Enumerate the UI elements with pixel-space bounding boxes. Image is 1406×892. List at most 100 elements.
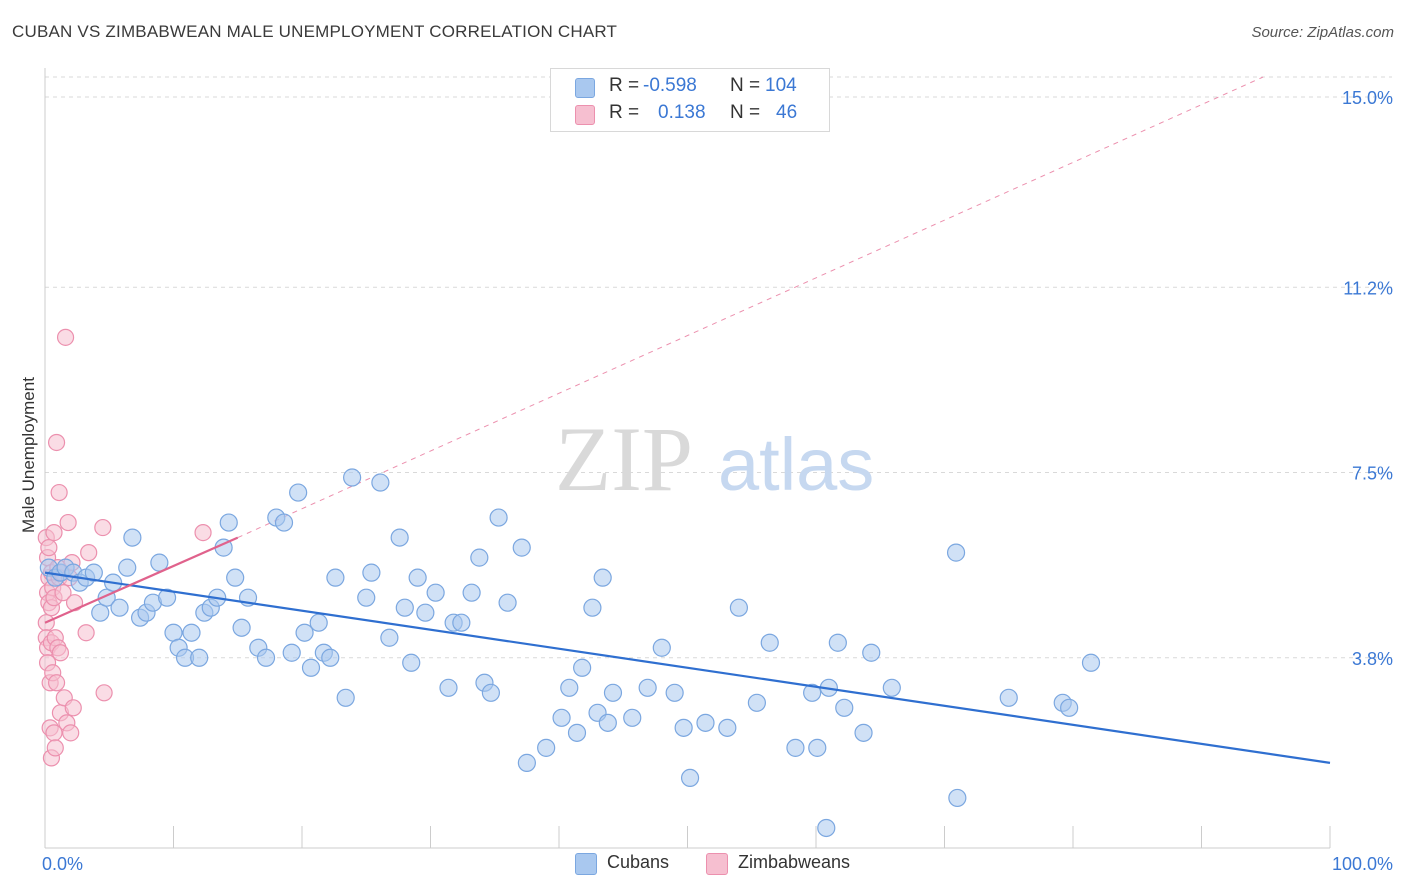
zimbabweans-point [81,545,97,561]
series-label: Zimbabweans [738,852,850,873]
cubans-point [863,644,880,661]
zimbabweans-point [65,700,81,716]
cubans-point [363,564,380,581]
y-tick-label: 11.2% [1343,278,1393,298]
cubans-point [403,654,420,671]
legend-r-value: 0.138 [658,102,706,124]
cubans-point [1061,699,1078,716]
watermark: ZIP atlas [555,408,874,510]
zimbabweans-point [60,515,76,531]
cubans-point [553,709,570,726]
cubans-point [682,769,699,786]
cubans-point [1000,689,1017,706]
cubans-point [518,754,535,771]
watermark-atlas: atlas [718,423,874,506]
cubans-point [191,649,208,666]
cubans-point [599,714,616,731]
cubans-point [482,684,499,701]
cubans-point [499,594,516,611]
zimbabweans-point [41,540,57,556]
legend-n-label: N = [730,75,760,97]
cubans-point [584,599,601,616]
legend-r-label: R = [609,102,639,124]
cubans-point [948,544,965,561]
zimbabweans-points [38,329,211,766]
cubans-point [675,719,692,736]
zimbabweans-point [51,485,67,501]
cubans-point [337,689,354,706]
cubans-point [787,739,804,756]
cubans-point [949,789,966,806]
cubans-point [883,679,900,696]
cubans-point [344,469,361,486]
cubans-point [119,559,136,576]
zimbabweans-point [63,725,79,741]
cubans-point [719,719,736,736]
cubans-point [829,634,846,651]
cubans-point [809,739,826,756]
cubans-point [427,584,444,601]
cubans-point [538,739,555,756]
y-tick-label: 3.8% [1352,649,1393,669]
cubans-point [396,599,413,616]
cubans-point [276,514,293,531]
zimbabweans-swatch [706,853,728,875]
cubans-point [327,569,344,586]
cubans-point [233,619,250,636]
cubans-point [440,679,457,696]
cubans-point [290,484,307,501]
legend-n-value: 46 [776,102,797,124]
cubans-point [1082,654,1099,671]
zimbabweans-point [195,525,211,541]
cubans-point [697,714,714,731]
cubans-point [227,569,244,586]
cubans-point [653,639,670,656]
y-tick-label: 7.5% [1352,464,1393,484]
y-axis-label: Male Unemployment [19,377,38,533]
zimbabweans-point [46,525,62,541]
cubans-point [124,529,141,546]
cubans-point [165,624,182,641]
cubans-point [258,649,275,666]
cubans-point [730,599,747,616]
cubans-point [111,599,128,616]
cubans-point [310,614,327,631]
cubans-point [818,819,835,836]
cubans-point [761,634,778,651]
cubans-point [604,684,621,701]
cubans-point [490,509,507,526]
cubans-point [855,724,872,741]
cubans-swatch [575,853,597,875]
cubans-point [594,569,611,586]
cubans-point [372,474,389,491]
x-tick-label: 100.0% [1332,854,1393,874]
zimbabweans-swatch [575,105,595,125]
cubans-point [453,614,470,631]
zimbabweans-point [47,740,63,756]
cubans-point [296,624,313,641]
cubans-point [748,694,765,711]
cubans-point [283,644,300,661]
watermark-zip: ZIP [555,408,693,510]
cubans-point [322,649,339,666]
cubans-point [381,629,398,646]
cubans-points [40,469,1330,836]
cubans-point [220,514,237,531]
legend-n-label: N = [730,102,760,124]
cubans-point [471,549,488,566]
y-tick-label: 15.0% [1342,88,1393,108]
series-label: Cubans [607,852,669,873]
zimbabweans-point [58,329,74,345]
gridlines [45,77,1392,658]
cubans-point [391,529,408,546]
zimbabweans-point [95,520,111,536]
cubans-point [417,604,434,621]
cubans-point [624,709,641,726]
correlation-legend: R = -0.598 N = 104 R = 0.138 N = 46 [550,68,830,132]
legend-n-value: 104 [765,75,797,97]
legend-r-label: R = [609,75,639,97]
x-tick-label: 0.0% [42,854,83,874]
cubans-point [836,699,853,716]
cubans-point [463,584,480,601]
cubans-point [409,569,426,586]
